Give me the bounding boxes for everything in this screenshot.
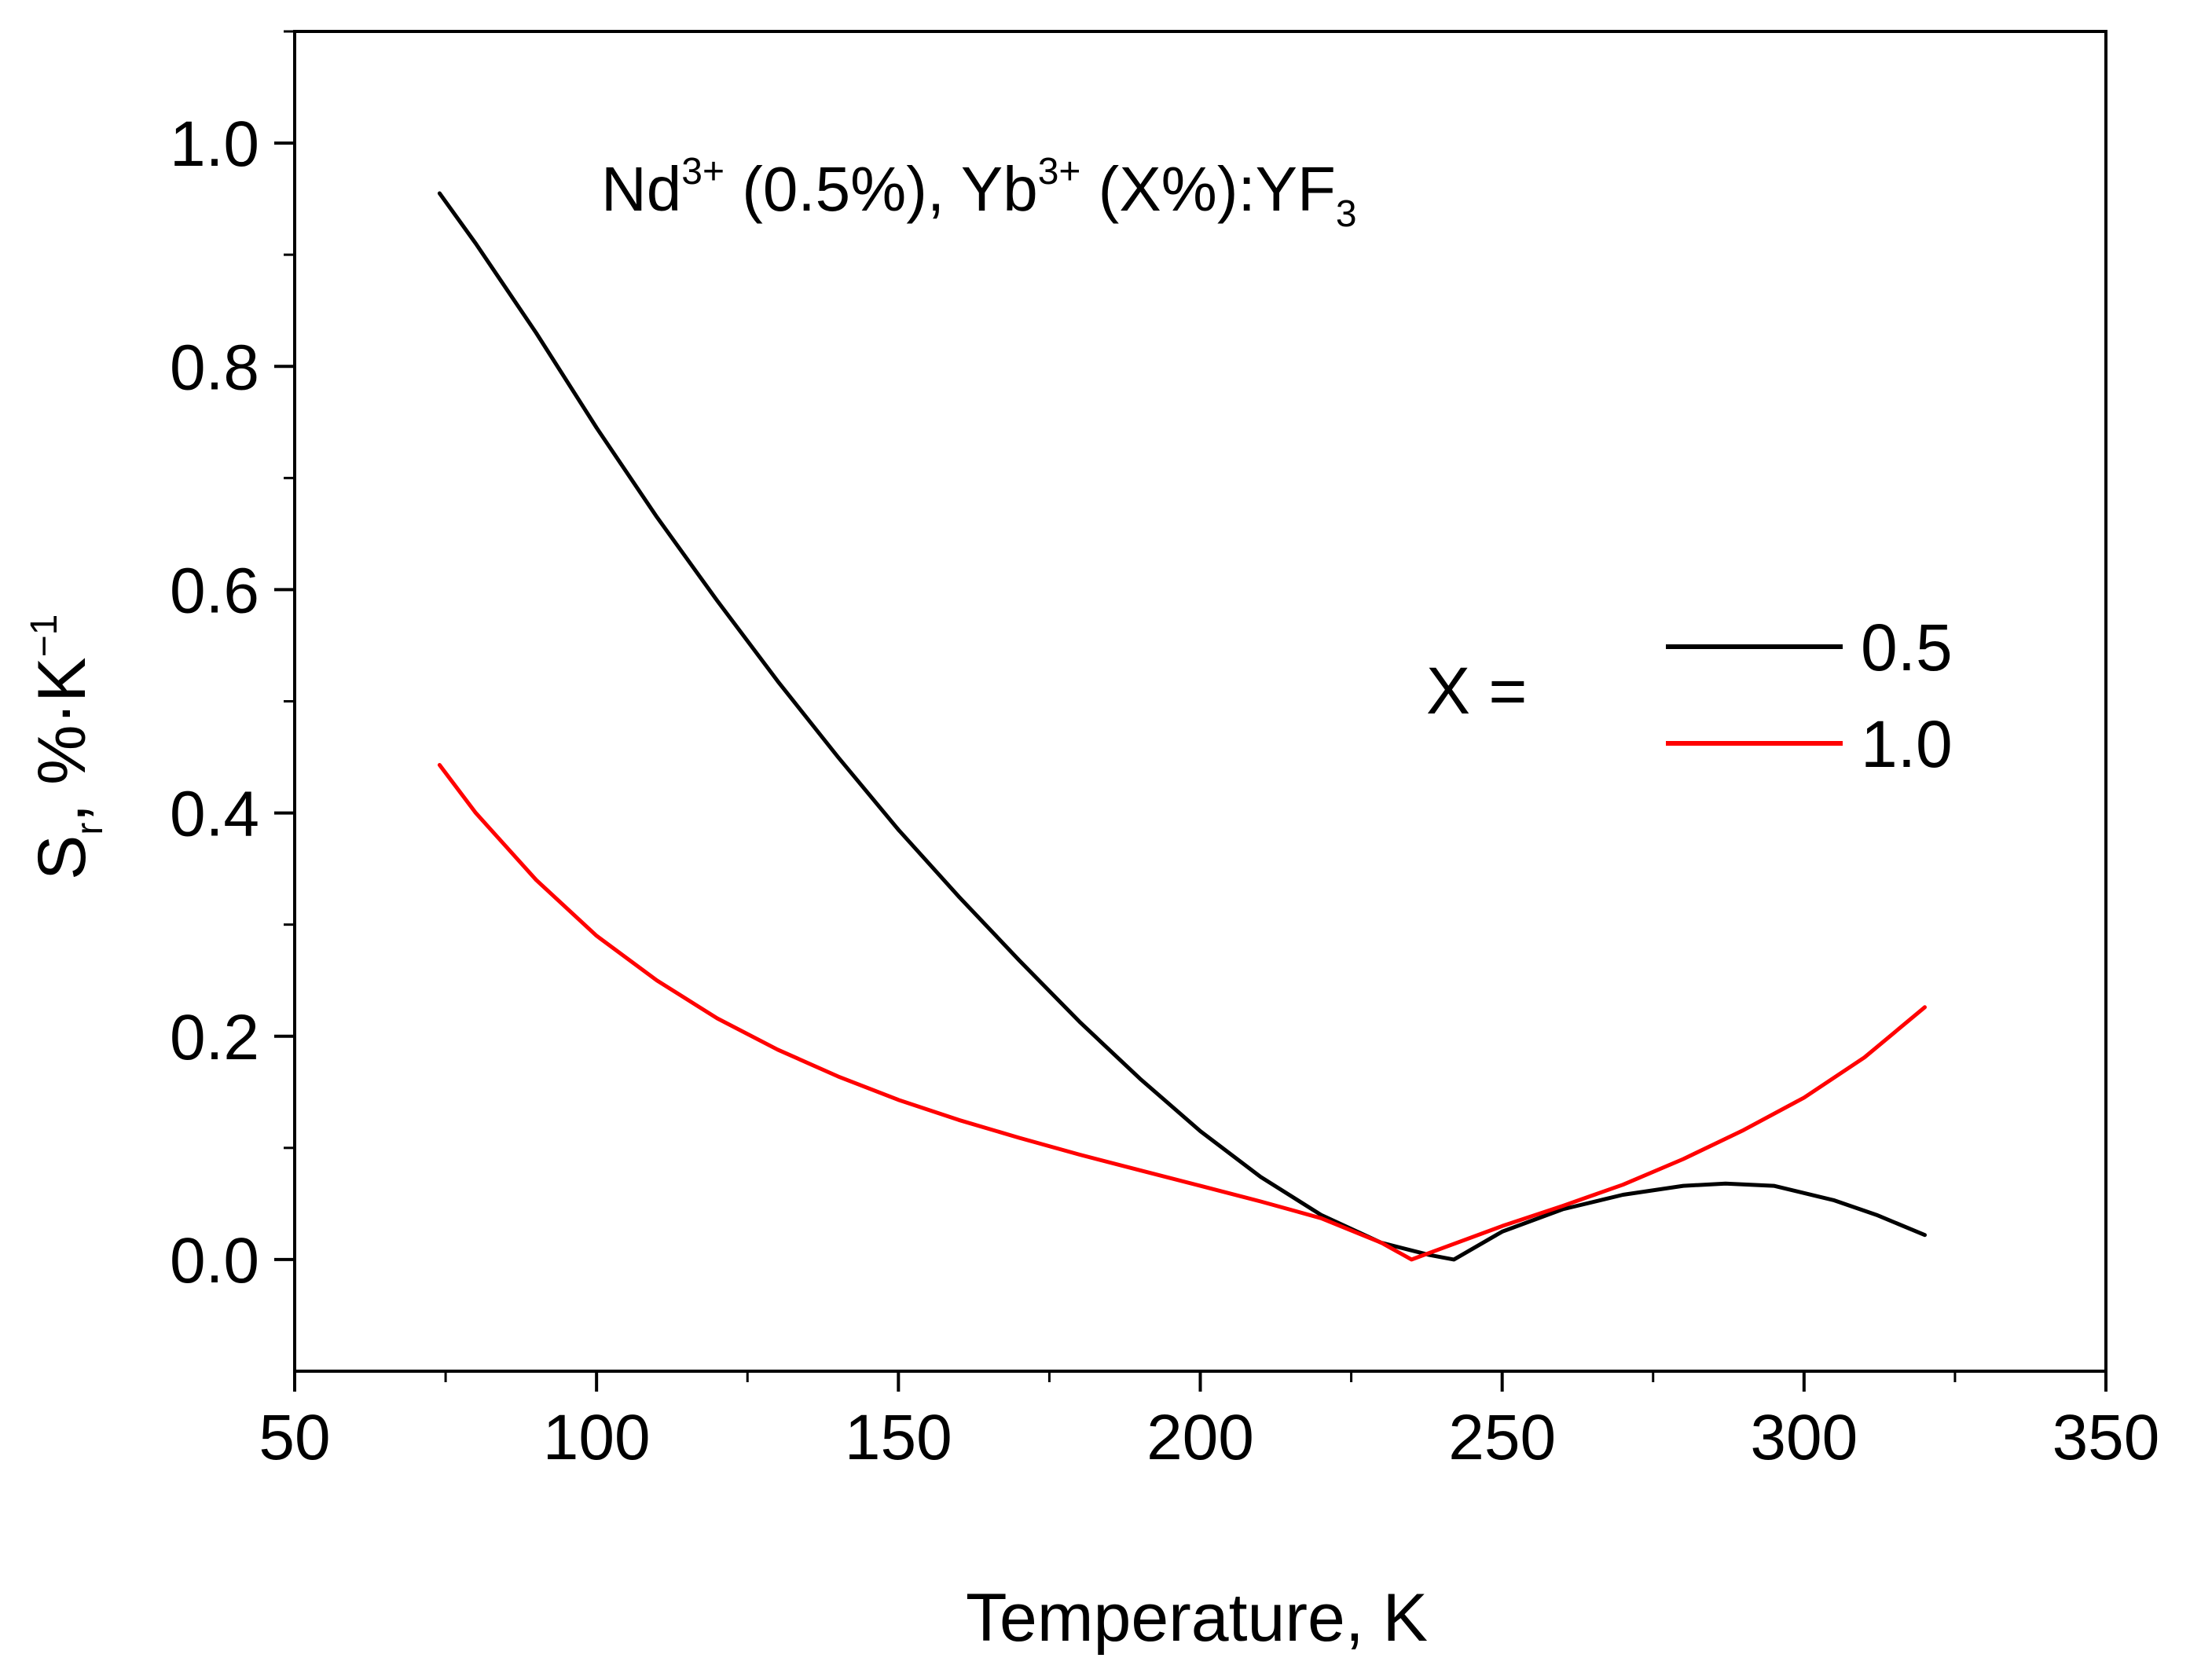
series-line-1.0: [437, 763, 1927, 1262]
x-axis-label: Temperature, K: [966, 1580, 1428, 1656]
legend-prefix: X =: [1426, 654, 1527, 728]
legend-label-1.0: 1.0: [1861, 707, 1953, 781]
x-tick-label-300: 300: [1750, 1402, 1858, 1473]
y-axis-label-rest: , %·K: [24, 657, 100, 822]
legend-label-0.5: 0.5: [1861, 611, 1953, 684]
y-tick-label-0.8: 0.8: [170, 332, 259, 403]
annotation-sub3: 3: [1336, 193, 1357, 235]
chart-annotation: Nd3+ (0.5%), Yb3+ (X%):YF3: [601, 151, 1357, 235]
annotation-sup1: 3+: [681, 151, 724, 193]
series-line-0.5: [437, 191, 1927, 1262]
axis-ticks: 50 100 150 200 250 300 350 0.0 0.2 0.4 0.6 0.8 1.0: [170, 30, 2160, 1473]
y-tick-label-1.0: 1.0: [170, 108, 259, 180]
y-tick-label-0.2: 0.2: [170, 1002, 259, 1073]
x-tick-label-350: 350: [2052, 1402, 2160, 1473]
y-tick-label-0.0: 0.0: [170, 1225, 259, 1297]
y-axis-label-sub: r: [69, 823, 111, 835]
y-tick-label-0.6: 0.6: [170, 555, 259, 626]
y-axis-label: Sr, %·K−1: [24, 614, 111, 880]
annotation-part2: (0.5%), Yb: [724, 154, 1038, 224]
annotation-part1: Nd: [601, 154, 681, 224]
annotation-part3: (X%):YF: [1080, 154, 1335, 224]
x-tick-label-150: 150: [845, 1402, 952, 1473]
x-tick-label-250: 250: [1448, 1402, 1556, 1473]
x-tick-label-100: 100: [543, 1402, 651, 1473]
plot-frame: [293, 30, 2107, 1373]
y-axis-label-sup: −1: [24, 614, 65, 658]
data-series: [437, 191, 1927, 1262]
annotation-sup2: 3+: [1038, 151, 1081, 193]
x-tick-label-200: 200: [1146, 1402, 1254, 1473]
y-axis-label-main: S: [24, 835, 100, 880]
x-tick-label-50: 50: [259, 1402, 330, 1473]
y-tick-label-0.4: 0.4: [170, 779, 259, 850]
